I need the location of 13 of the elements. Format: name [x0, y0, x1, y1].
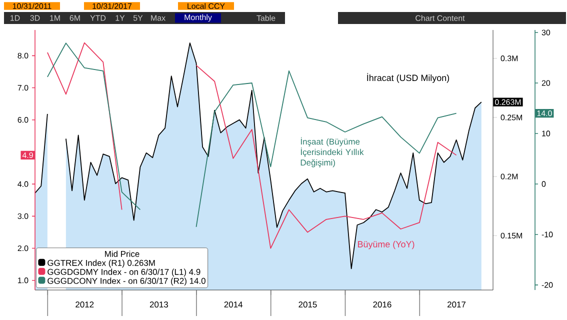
x-tick-label: 2012: [76, 302, 94, 308]
annotation: Büyüme (YoY): [358, 240, 414, 250]
x-tick-label: 2015: [298, 302, 317, 308]
legend-label: GGGDGDMY Index - on 6/30/17 (L1) 4.9: [48, 268, 200, 277]
annotation: İnşaat (Büyüme İçerisindeki Yıllık Değişimi): [300, 137, 364, 168]
legend-label: GGTREX Index (R1) 0.263M: [48, 260, 155, 268]
annotation: İhracat (USD Milyon): [367, 73, 450, 83]
x-tick-label: 2017: [448, 302, 466, 308]
legend-label: GGGDCONY Index - on 6/30/17 (R2) 14.0: [48, 278, 206, 286]
x-tick-label: 2013: [150, 302, 168, 308]
x-tick-label: 2016: [373, 302, 392, 308]
legend-title: Mid Price: [105, 250, 140, 257]
x-tick-label: 2014: [224, 302, 243, 308]
